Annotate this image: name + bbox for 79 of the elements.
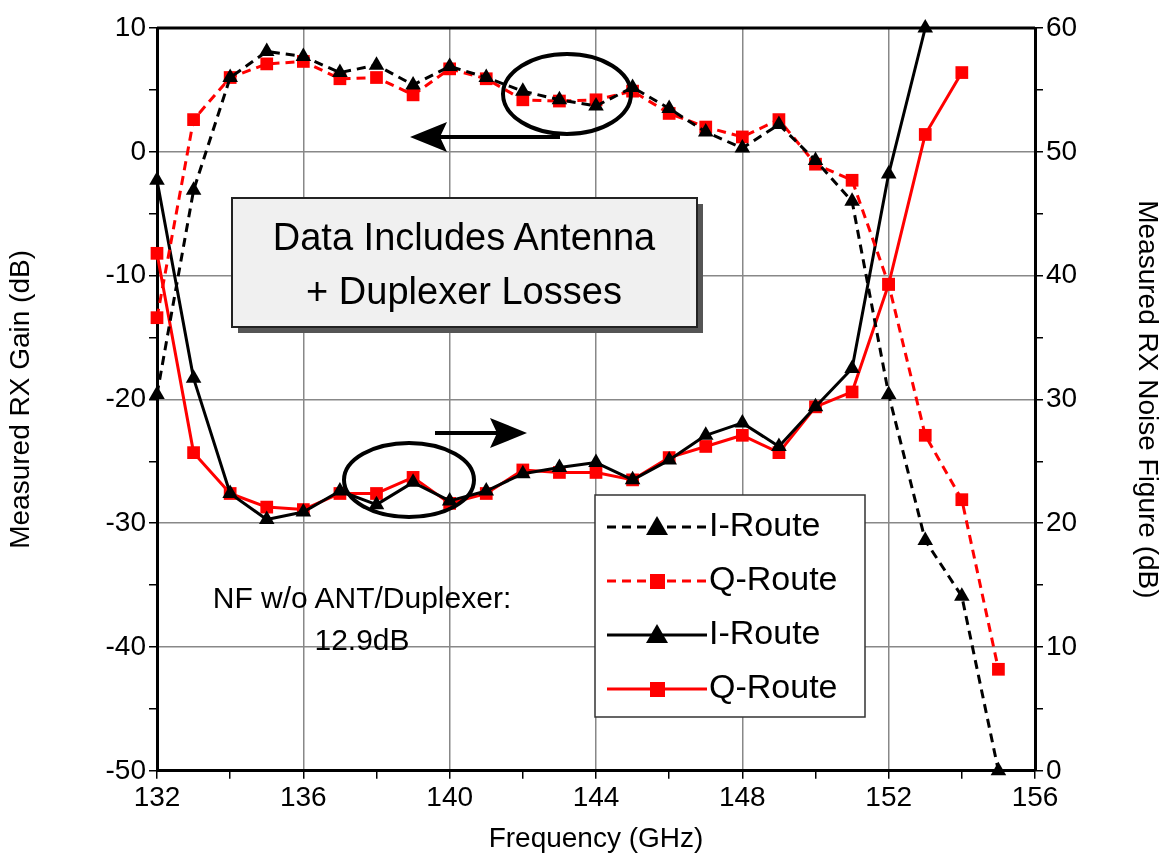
- point: [880, 165, 897, 179]
- y-tick-label: -40: [105, 629, 146, 661]
- point: [258, 510, 275, 524]
- point: [260, 500, 274, 514]
- point: [441, 491, 458, 506]
- point: [588, 96, 604, 111]
- point: [771, 437, 787, 451]
- y2-axis-title: Measured RX Noise Figure (dB): [1133, 200, 1165, 599]
- y-tick-label: 0: [130, 134, 146, 166]
- point: [185, 369, 202, 383]
- point: [771, 115, 787, 130]
- y-tick-label: 10: [114, 10, 146, 42]
- x-tick-label: 148: [718, 781, 766, 813]
- point: [992, 662, 1005, 676]
- y-tick-label: -10: [105, 258, 146, 290]
- point: [734, 139, 751, 153]
- point: [370, 71, 383, 84]
- point: [807, 151, 824, 165]
- point: [441, 57, 458, 71]
- point: [735, 130, 749, 144]
- point: [150, 311, 164, 325]
- point: [918, 128, 932, 141]
- point: [697, 426, 714, 440]
- point: [845, 173, 859, 187]
- point: [478, 482, 495, 496]
- point: [187, 113, 200, 126]
- point: [551, 458, 568, 472]
- point: [955, 493, 969, 507]
- point: [735, 428, 749, 442]
- point: [187, 446, 200, 459]
- point: [258, 42, 275, 57]
- x-tick-label: 140: [426, 781, 474, 813]
- y2-tick-label: 30: [1046, 382, 1078, 414]
- point: [918, 428, 932, 442]
- x-axis-title: Frequency (GHz): [488, 821, 704, 853]
- point: [149, 171, 165, 185]
- legend-label: Q-Route: [709, 667, 838, 706]
- point: [661, 99, 677, 113]
- point: [844, 359, 860, 373]
- point: [734, 413, 751, 428]
- y-tick-label: -20: [105, 382, 146, 414]
- point: [405, 75, 421, 90]
- point: [954, 587, 970, 601]
- point: [699, 440, 713, 453]
- annotation: Data Includes Antenna + Duplexer Losses: [272, 216, 657, 313]
- y2-tick-label: 20: [1046, 505, 1078, 537]
- y2-tick-label: 40: [1046, 258, 1078, 290]
- legend-label: I-Route: [709, 505, 821, 544]
- x-tick-label: 152: [865, 781, 913, 813]
- y2-tick-label: 60: [1046, 10, 1078, 42]
- legend-label: I-Route: [709, 613, 821, 652]
- point: [880, 385, 897, 399]
- y-axis-title: Measured RX Gain (dB): [3, 250, 35, 549]
- point: [990, 761, 1007, 776]
- y-tick-label: -30: [105, 505, 146, 537]
- point: [478, 68, 495, 83]
- y2-tick-label: 50: [1046, 134, 1078, 166]
- x-tick-label: 144: [572, 781, 620, 813]
- point: [955, 66, 969, 79]
- point: [260, 57, 274, 71]
- annotation: NF w/o ANT/Duplexer: 12.9dB: [212, 581, 512, 657]
- x-tick-label: 136: [279, 781, 327, 813]
- point: [368, 495, 385, 510]
- y2-tick-label: 10: [1046, 629, 1078, 661]
- point: [295, 47, 312, 61]
- point: [515, 82, 531, 96]
- point: [844, 192, 860, 206]
- point: [551, 90, 568, 105]
- point: [185, 181, 202, 195]
- point: [332, 63, 348, 78]
- point: [370, 487, 383, 500]
- point: [917, 531, 934, 546]
- legend-label: Q-Route: [709, 559, 838, 598]
- point: [882, 277, 896, 291]
- point: [150, 246, 164, 260]
- point: [332, 482, 348, 496]
- point: [149, 385, 165, 399]
- point: [368, 56, 385, 70]
- point: [588, 453, 604, 468]
